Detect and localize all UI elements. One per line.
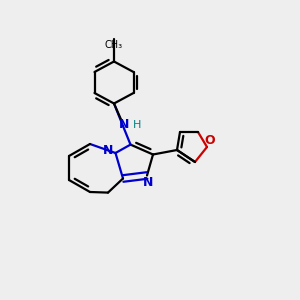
Text: N: N [103,144,113,157]
Text: N: N [143,176,154,190]
Text: O: O [205,134,215,148]
Text: N: N [119,118,130,131]
Text: H: H [133,119,142,130]
Text: CH₃: CH₃ [105,40,123,50]
